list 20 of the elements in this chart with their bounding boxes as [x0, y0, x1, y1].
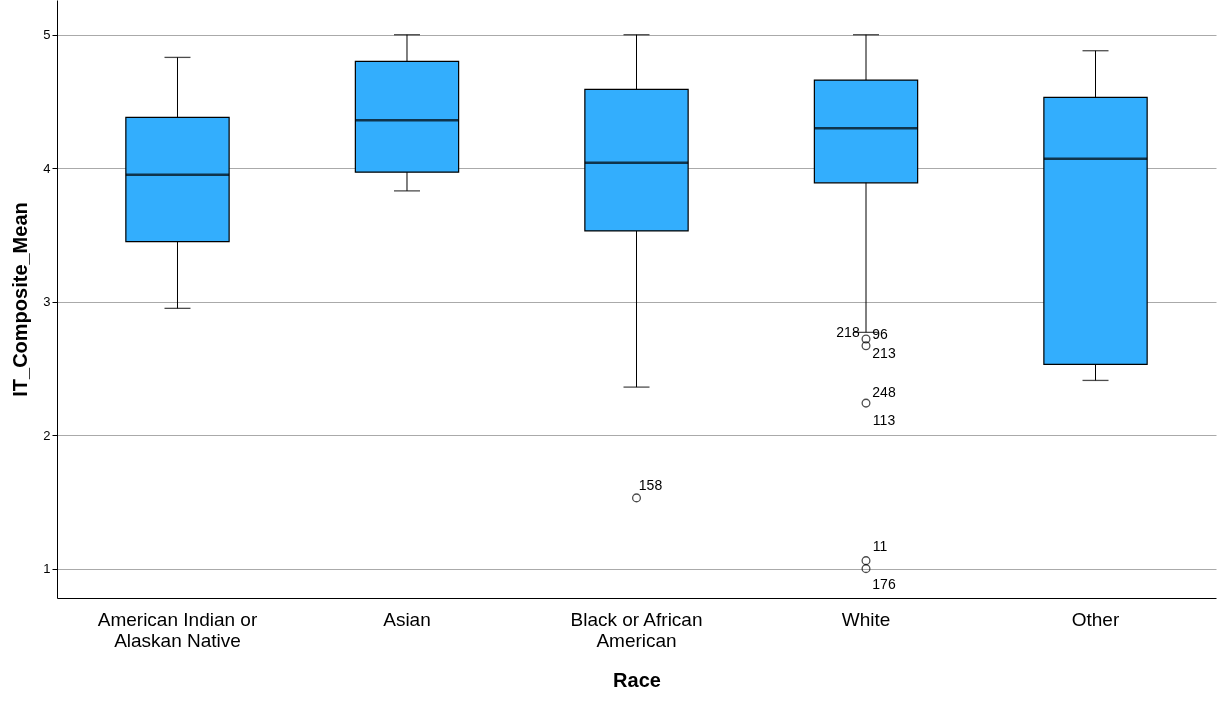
x-tick-label: White [841, 608, 891, 630]
y-tick-label: 5 [43, 27, 51, 43]
x-tick-label: Other [1071, 608, 1120, 630]
y-tick-label: 1 [43, 561, 51, 577]
x-tick-label: American Indian or Alaskan Native [97, 608, 258, 651]
annotation: 176 [872, 575, 896, 592]
x-axis-title: Race [613, 668, 661, 691]
annotation: 96 [872, 326, 888, 343]
x-tick-label: Asian [383, 608, 431, 630]
x-tick-label: Black or African American [570, 608, 703, 651]
annotation: 113 [872, 412, 896, 429]
y-tick-label: 3 [43, 294, 51, 310]
annotation: 158 [638, 476, 663, 493]
annotation: 218 [836, 324, 860, 341]
annotation: 11 [872, 537, 888, 554]
annotation: 248 [872, 384, 896, 401]
y-tick-label: 4 [43, 160, 51, 176]
y-tick-label: 2 [43, 427, 51, 443]
y-axis-title: IT_Composite_Mean [9, 202, 32, 397]
annotation: 213 [872, 344, 896, 361]
